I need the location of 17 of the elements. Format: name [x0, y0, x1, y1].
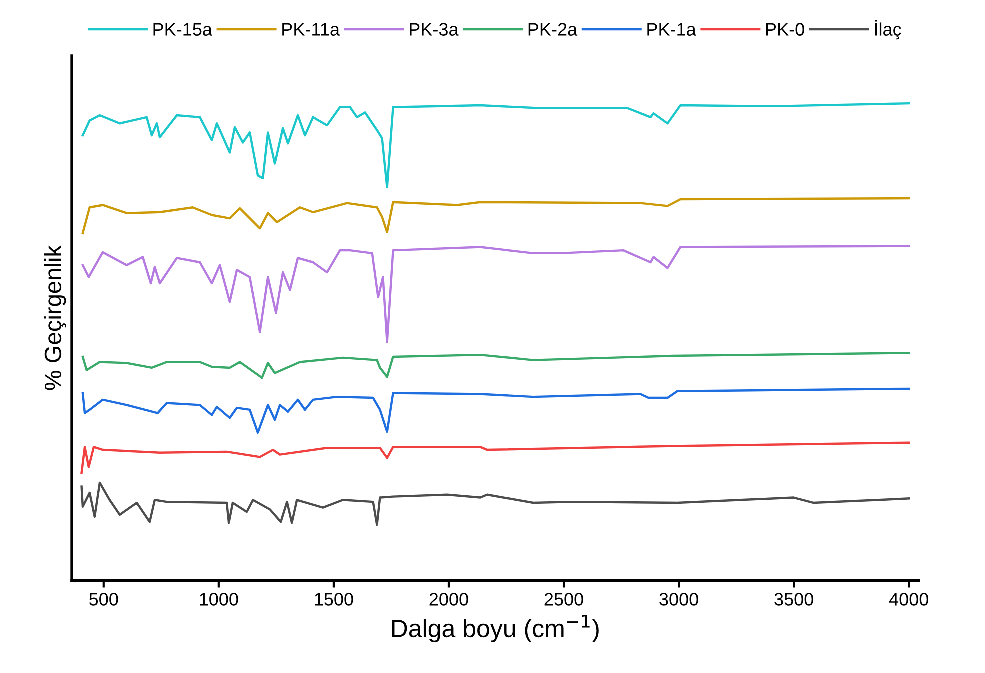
legend-label: PK-0 — [766, 23, 804, 36]
y-axis-title: % Geçirgenlik — [44, 245, 66, 390]
legend-label: PK-11a — [282, 23, 340, 36]
x-tick-label: 3000 — [660, 593, 698, 606]
legend-label: PK-1a — [648, 23, 696, 36]
x-tick-label: 3500 — [774, 593, 814, 606]
legend-label: İlaç — [875, 20, 902, 40]
x-tick-label: 2000 — [430, 593, 468, 606]
legend-label: PK-3a — [410, 23, 459, 36]
x-tick-label: 1000 — [200, 593, 238, 606]
legend-label: PK-2a — [528, 23, 578, 36]
legend-label: PK-15a — [154, 23, 212, 36]
x-tick-label: 500 — [90, 593, 118, 606]
x-tick-label: 2500 — [544, 593, 584, 606]
x-tick-label: 1500 — [315, 593, 354, 606]
x-axis-title: Dalga boyu (cm$^{−1}$) — [392, 614, 599, 643]
x-tick-label: 4000 — [889, 593, 928, 606]
